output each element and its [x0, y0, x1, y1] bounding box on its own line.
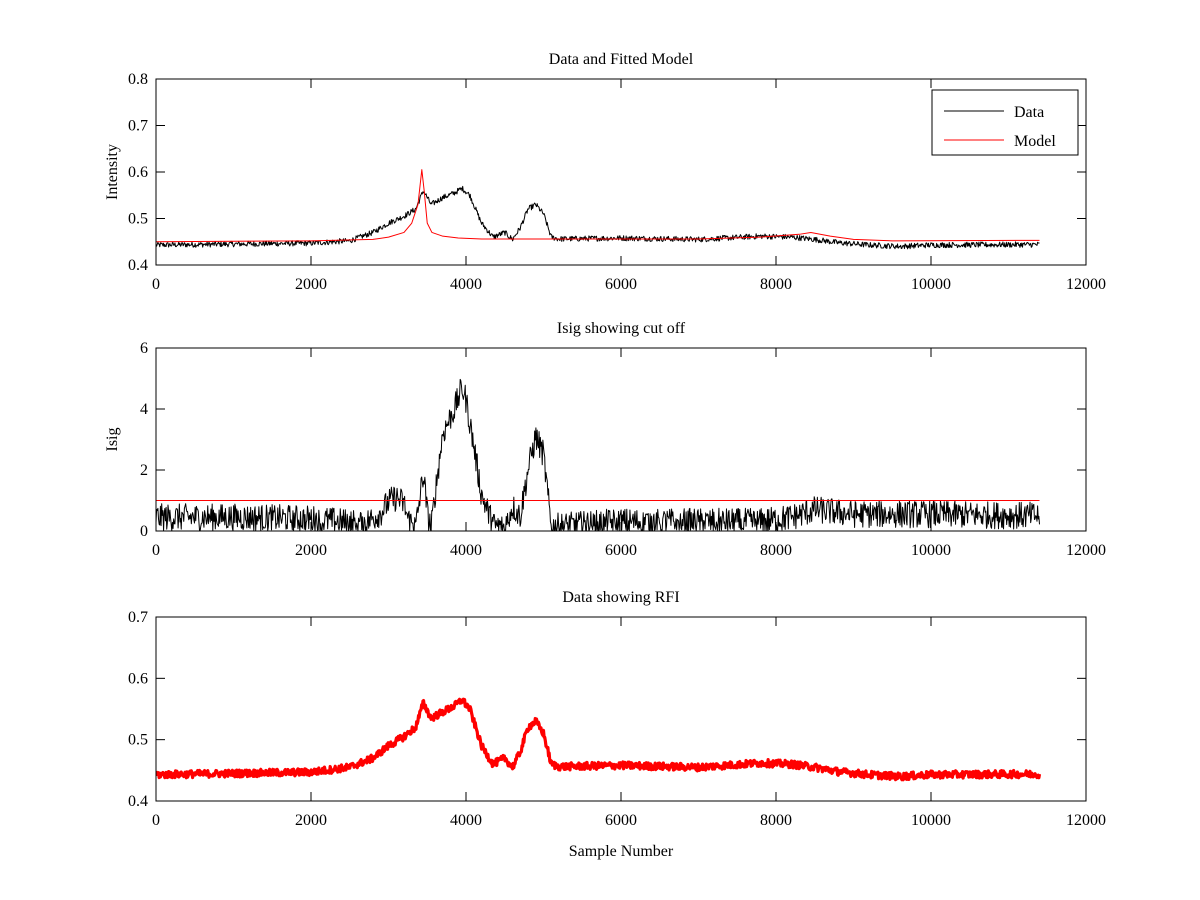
x-tick-label: 12000 — [1066, 276, 1106, 293]
x-tick-label: 10000 — [911, 812, 951, 829]
y-tick-label: 0.6 — [128, 670, 148, 687]
chart-title: Data showing RFI — [562, 589, 679, 606]
legend-label-model: Model — [1014, 133, 1056, 150]
y-tick-label: 0.7 — [128, 118, 148, 135]
y-tick-label: 0.6 — [128, 164, 148, 181]
y-axis-label: Intensity — [104, 144, 121, 200]
x-tick-label: 8000 — [760, 276, 792, 293]
series-group — [156, 378, 1040, 531]
series-line-1-data — [156, 185, 1040, 250]
x-tick-label: 2000 — [295, 812, 327, 829]
x-tick-label: 0 — [152, 542, 160, 559]
y-tick-label: 2 — [140, 462, 148, 479]
x-tick-label: 6000 — [605, 276, 637, 293]
x-tick-label: 8000 — [760, 542, 792, 559]
series-line-1 — [156, 697, 1042, 782]
x-tick-label: 0 — [152, 276, 160, 293]
x-tick-label: 0 — [152, 812, 160, 829]
y-tick-label: 6 — [140, 340, 148, 357]
legend-label-data: Data — [1014, 104, 1044, 121]
series-group — [156, 697, 1042, 782]
y-tick-label: 0.7 — [128, 609, 148, 626]
y-tick-label: 0 — [140, 523, 148, 540]
y-tick-label: 0.4 — [128, 257, 148, 274]
charts-group: 0 2000 4000 6000 8000 10000 120000.40.50.60.70… — [104, 51, 1106, 860]
y-tick-label: 0.5 — [128, 211, 148, 228]
x-tick-label: 8000 — [760, 812, 792, 829]
chart-title: Data and Fitted Model — [549, 51, 694, 68]
chart-3: 0 2000 4000 6000 8000 10000 12000 0.4 0.5 0.6 0.7 D… — [128, 589, 1106, 860]
x-tick-label: 12000 — [1066, 812, 1106, 829]
chart-title: Isig showing cut off — [557, 320, 686, 337]
x-tick-label: 4000 — [450, 542, 482, 559]
y-tick-label: 0.8 — [128, 71, 148, 88]
chart-1: 0 2000 4000 6000 8000 10000 12000 0.4 0.5 0.6 0.7 0… — [104, 51, 1106, 293]
x-tick-label: 2000 — [295, 276, 327, 293]
x-tick-label: 12000 — [1066, 542, 1106, 559]
legend-box — [931, 89, 1079, 156]
y-tick-label: 0.4 — [128, 793, 148, 810]
y-tick-label: 4 — [140, 401, 148, 418]
x-tick-label: 10000 — [911, 542, 951, 559]
x-tick-label: 4000 — [450, 276, 482, 293]
x-tick-label: 4000 — [450, 812, 482, 829]
x-tick-label: 6000 — [605, 542, 637, 559]
legend: Data Model — [931, 89, 1079, 156]
x-axis-label: Sample Number — [569, 843, 674, 860]
x-tick-label: 6000 — [605, 812, 637, 829]
series-line-1 — [156, 378, 1040, 531]
series-line-2-model — [156, 169, 1040, 243]
series-group — [156, 169, 1040, 250]
chart-2: 0 2000 4000 6000 8000 10000 12000 0 2 4 6 Isig show… — [104, 320, 1106, 559]
x-tick-label: 10000 — [911, 276, 951, 293]
y-tick-label: 0.5 — [128, 732, 148, 749]
x-tick-label: 2000 — [295, 542, 327, 559]
y-axis-label: Isig — [104, 428, 121, 452]
